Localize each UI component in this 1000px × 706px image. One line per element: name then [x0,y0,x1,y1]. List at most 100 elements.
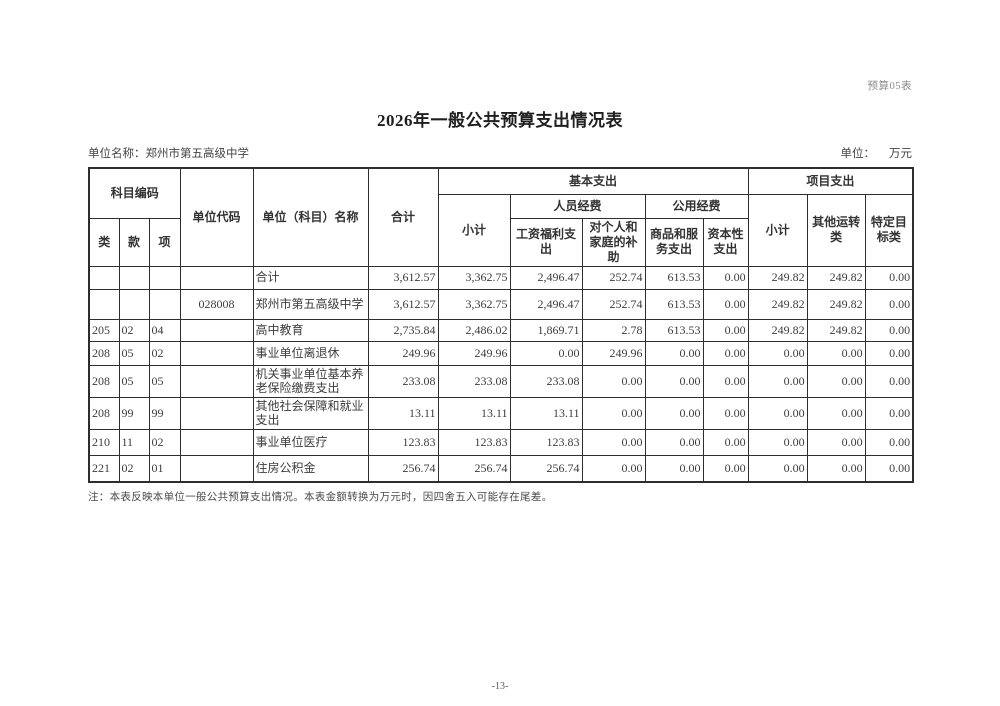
cell-goods-services: 613.53 [644,318,704,342]
col-header-project-subtotal: 小计 [747,193,808,267]
cell-unit-code [179,340,254,366]
cell-section-code: 02 [118,454,150,483]
table-row: 208 05 05 机关事业单位基本养老保险缴费支出 233.08 233.08 233.0… [88,364,914,398]
cell-class-code: 210 [88,428,120,456]
table-footnote: 注：本表反映本单位一般公共预算支出情况。本表金额转换为万元时，因四舍五入可能存在… [88,492,553,503]
page-title: 2026年一般公共预算支出情况表 [377,111,623,130]
cell-capital: 0.00 [702,340,749,366]
cell-individual-family-subsidy: 0.00 [581,396,646,430]
cell-project-subtotal: 249.82 [747,288,808,320]
cell-capital: 0.00 [702,454,749,483]
col-header-subject-code: 科目编码 [88,167,181,219]
cell-individual-family-subsidy: 0.00 [581,428,646,456]
cell-unit-code [179,318,254,342]
cell-unit-subject-name: 高中教育 [252,318,369,342]
cell-individual-family-subsidy: 252.74 [581,265,646,290]
cell-individual-family-subsidy: 249.96 [581,340,646,366]
cell-project-subtotal: 0.00 [747,396,808,430]
document-content: 预算05表 2026年一般公共预算支出情况表 单位名称：郑州市第五高级中学 单位… [88,0,915,504]
cell-basic-subtotal: 3,362.75 [437,265,511,290]
cell-wages-welfare: 256.74 [509,454,583,483]
col-header-personnel-funds: 人员经费 [509,193,646,219]
cell-specific-goal: 0.00 [864,318,914,342]
col-header-total: 合计 [367,167,439,267]
cell-unit-subject-name: 其他社会保障和就业支出 [252,396,369,430]
cell-unit-subject-name: 事业单位离退休 [252,340,369,366]
cell-other-operation: 0.00 [806,340,866,366]
cell-goods-services: 613.53 [644,288,704,320]
cell-unit-subject-name: 合计 [252,265,369,290]
cell-item-code: 99 [148,396,181,430]
cell-specific-goal: 0.00 [864,454,914,483]
cell-item-code: 02 [148,340,181,366]
col-header-individual-family-subsidy: 对个人和家庭的补助 [581,217,646,267]
header-row-2: 小计 人员经费 公用经费 小计 其他运转类 特定目标类 [89,193,914,267]
cell-wages-welfare: 2,496.47 [509,288,583,320]
cell-section-code: 05 [118,340,150,366]
cell-item-code: 04 [148,318,181,342]
cell-class-code: 205 [88,318,120,342]
cell-item-code: 02 [148,428,181,456]
cell-individual-family-subsidy: 252.74 [581,288,646,320]
cell-unit-code [179,396,254,430]
cell-specific-goal: 0.00 [864,428,914,456]
unit-name-value: 郑州市第五高级中学 [145,148,250,160]
cell-capital: 0.00 [702,288,749,320]
cell-unit-code [179,428,254,456]
cell-project-subtotal: 0.00 [747,428,808,456]
cell-other-operation: 249.82 [806,265,866,290]
col-header-section: 款 [118,217,150,267]
currency-unit-value: 万元 [889,148,912,160]
header-row-1: 科目编码 单位代码 单位（科目）名称 合计 基本支出 项目支出 [88,167,914,267]
cell-item-code [148,288,181,320]
cell-other-operation: 249.82 [806,288,866,320]
col-header-basic-subtotal: 小计 [437,193,511,267]
cell-wages-welfare: 0.00 [509,340,583,366]
cell-specific-goal: 0.00 [864,396,914,430]
cell-wages-welfare: 233.08 [509,364,583,398]
cell-wages-welfare: 123.83 [509,428,583,456]
cell-basic-subtotal: 3,362.75 [437,288,511,320]
col-header-class: 类 [88,217,120,267]
cell-individual-family-subsidy: 0.00 [581,454,646,483]
table-row: 210 11 02 事业单位医疗 123.83 123.83 123.83 0.00 0.00 0… [88,428,914,456]
cell-total: 256.74 [367,454,439,483]
cell-capital: 0.00 [702,265,749,290]
header-row-3: 类 款 项 工资福利支出 对个人和家庭的补助 商品和服务支出 资本性支出 [88,217,913,267]
cell-unit-code [179,364,254,398]
cell-class-code [88,265,120,290]
col-header-basic-expenditure: 基本支出 [437,167,749,195]
cell-other-operation: 0.00 [806,396,866,430]
col-header-wages-welfare: 工资福利支出 [509,217,583,267]
cell-specific-goal: 0.00 [864,265,914,290]
unit-name-label: 单位名称： [88,148,146,160]
cell-other-operation: 0.00 [806,454,866,483]
col-header-project-expenditure: 项目支出 [747,167,914,195]
cell-basic-subtotal: 13.11 [437,396,511,430]
col-header-other-operation: 其他运转类 [806,193,866,267]
cell-total: 123.83 [367,428,439,456]
cell-total: 233.08 [367,364,439,398]
cell-section-code: 05 [118,364,150,398]
col-header-item: 项 [148,217,181,267]
cell-capital: 0.00 [702,364,749,398]
cell-section-code: 02 [118,318,150,342]
cell-basic-subtotal: 233.08 [437,364,511,398]
cell-wages-welfare: 13.11 [509,396,583,430]
cell-other-operation: 249.82 [806,318,866,342]
col-header-capital: 资本性支出 [702,217,749,267]
cell-wages-welfare: 2,496.47 [509,265,583,290]
table-row: 028008 郑州市第五高级中学 3,612.57 3,362.75 2,496.47 2… [88,288,914,320]
cell-class-code: 208 [88,364,120,398]
cell-basic-subtotal: 123.83 [437,428,511,456]
cell-total: 3,612.57 [367,288,439,320]
cell-total: 249.96 [367,340,439,366]
cell-class-code: 208 [88,396,120,430]
cell-unit-code [179,265,254,290]
table-meta-row: 单位名称：郑州市第五高级中学 单位： 万元 [88,145,912,161]
cell-basic-subtotal: 256.74 [437,454,511,483]
col-header-specific-goal: 特定目标类 [864,193,914,267]
cell-project-subtotal: 249.82 [747,265,808,290]
cell-goods-services: 0.00 [644,396,704,430]
cell-unit-subject-name: 住房公积金 [252,454,369,483]
